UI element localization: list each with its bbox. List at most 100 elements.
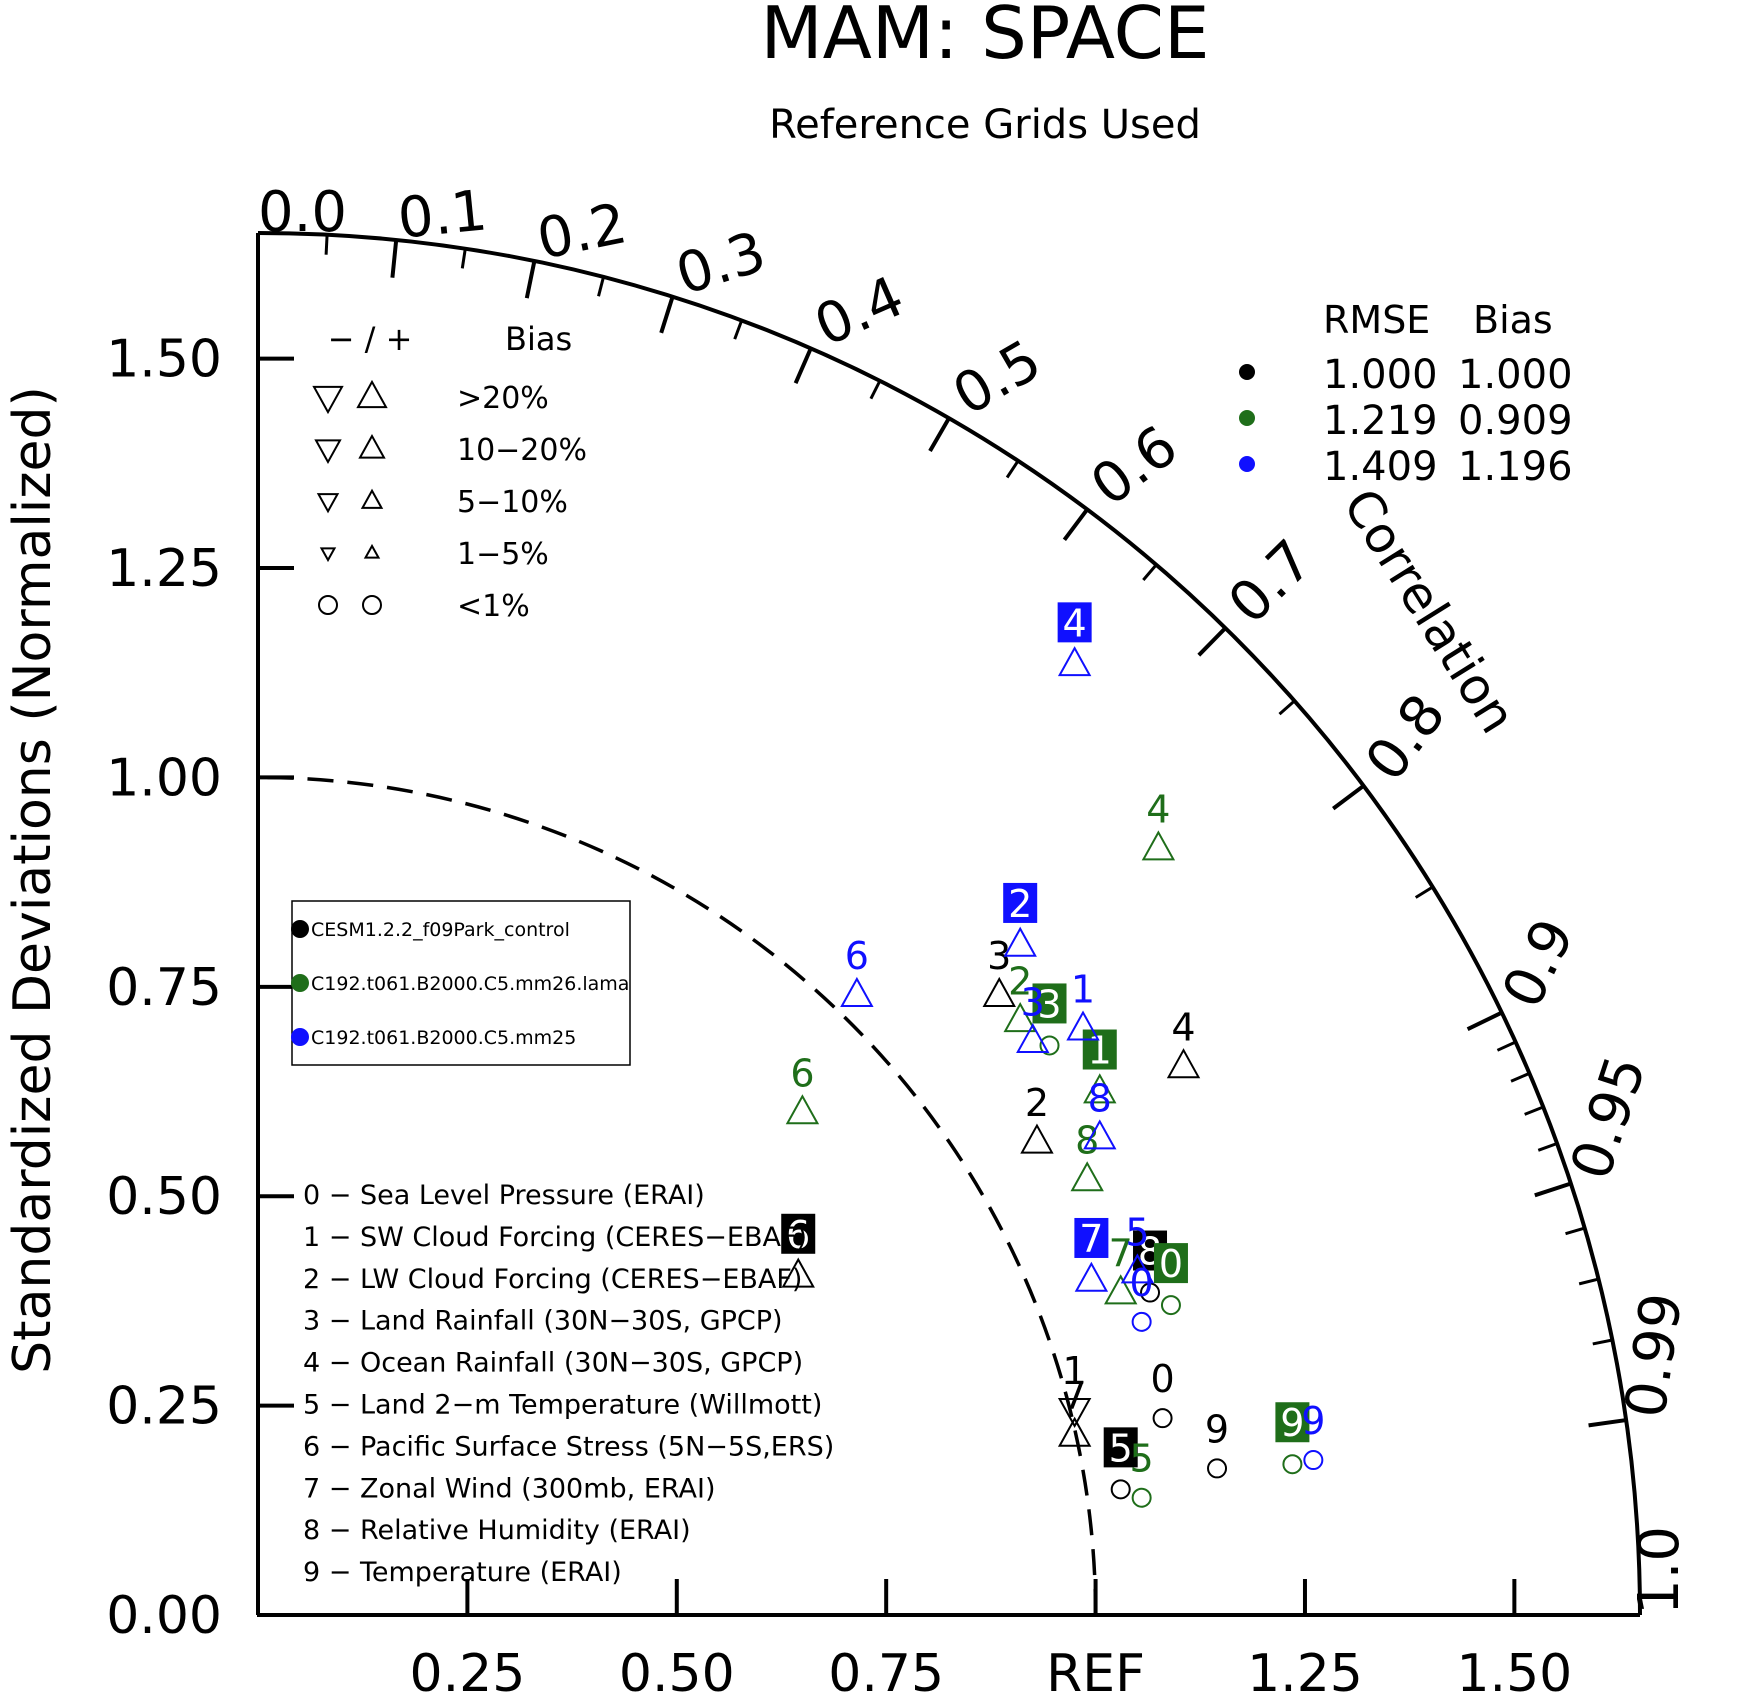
point-circle-marker	[1131, 1311, 1152, 1332]
model-legend-label: C192.t061.B2000.C5.mm25	[311, 1027, 576, 1049]
stats-header-rmse: RMSE	[1323, 298, 1430, 342]
point-up-triangle	[1057, 646, 1092, 677]
point-circle-marker	[1131, 1487, 1152, 1508]
data-point: 6	[781, 1213, 816, 1288]
bias-key-up-triangle	[360, 488, 384, 509]
corr-tick-label: 0.6	[1079, 414, 1189, 519]
stats-bias: 1.196	[1458, 444, 1573, 490]
point-up-triangle	[1003, 1002, 1037, 1033]
data-point: 5	[1130, 1437, 1154, 1508]
model-legend-dot	[291, 920, 309, 938]
point-label: 9	[1301, 1399, 1325, 1443]
variable-list-item: 6 − Pacific Surface Stress (5N−5S,ERS)	[303, 1431, 834, 1462]
variable-list-item: 5 − Land 2−m Temperature (Willmott)	[303, 1390, 822, 1421]
bias-key-header: − / +	[328, 320, 413, 358]
bias-key-row: 10−20%	[314, 433, 587, 468]
point-label: 1	[1088, 1029, 1112, 1073]
x-tick-label: 1.25	[1247, 1644, 1363, 1696]
point-label: 0	[1159, 1242, 1183, 1286]
bias-key-row: >20%	[312, 379, 549, 416]
data-point: 1	[1082, 1029, 1117, 1104]
y-tick-label: 0.25	[106, 1377, 222, 1437]
data-point: 5	[1103, 1426, 1138, 1500]
bias-key-row: 1−5%	[319, 537, 549, 572]
bias-key-label: >20%	[457, 381, 549, 416]
corr-minor-tick	[1496, 1040, 1517, 1052]
stats-dot	[1239, 456, 1255, 472]
bias-key-label: 5−10%	[457, 485, 568, 520]
bias-key-row: <1%	[318, 589, 530, 624]
corr-minor-tick	[1278, 699, 1296, 716]
point-circle-marker	[1152, 1408, 1173, 1429]
point-label: 8	[1075, 1118, 1099, 1162]
point-label: 8	[1088, 1077, 1112, 1121]
point-circle-marker	[1110, 1479, 1131, 1500]
corr-minor-tick	[1510, 1071, 1531, 1083]
corr-minor-tick	[597, 276, 605, 297]
point-label: 6	[845, 934, 869, 978]
corr-minor-tick	[733, 319, 744, 340]
point-label: 1	[1071, 968, 1095, 1012]
point-up-triangle	[1070, 1161, 1104, 1192]
bias-key-down-triangle	[319, 547, 337, 563]
variable-list-item: 4 − Ocean Rainfall (30N−30S, GPCP)	[303, 1348, 803, 1379]
point-label-box	[1074, 1217, 1109, 1258]
bias-key-label: 1−5%	[457, 537, 549, 572]
point-label-box	[781, 1213, 816, 1254]
point-up-triangle	[1083, 1119, 1117, 1150]
variable-list-item: 9 − Temperature (ERAI)	[303, 1557, 622, 1588]
chart-subtitle: Reference Grids Used	[769, 102, 1201, 148]
corr-tick-label: 0.0	[258, 180, 347, 245]
corr-tick	[1466, 1010, 1503, 1031]
corr-tick	[390, 239, 399, 278]
corr-minor-tick	[1524, 1105, 1544, 1116]
point-up-triangle	[1003, 926, 1037, 957]
point-up-triangle	[785, 1094, 820, 1125]
corr-minor-tick	[1005, 459, 1020, 479]
corr-minor-tick	[324, 234, 329, 255]
variable-list-item: 0 − Sea Level Pressure (ERAI)	[303, 1180, 705, 1211]
corr-tick-label: 0.99	[1613, 1289, 1695, 1422]
point-circle-marker	[1140, 1282, 1161, 1303]
point-up-triangle	[1104, 1274, 1138, 1305]
y-tick-label: 0.00	[106, 1586, 222, 1646]
data-point: 0	[1153, 1242, 1188, 1316]
point-label-box	[1057, 602, 1092, 643]
stats-row: 1.219 0.909	[1239, 398, 1573, 444]
point-up-triangle	[1141, 830, 1176, 861]
corr-minor-tick	[1142, 563, 1158, 581]
corr-tick-label: 0.4	[806, 264, 914, 359]
point-up-triangle	[1120, 1253, 1155, 1284]
data-point: 2	[1003, 959, 1037, 1033]
point-label: 5	[1130, 1437, 1154, 1481]
corr-tick-label: 0.5	[943, 328, 1053, 429]
corr-minor-tick	[869, 380, 882, 400]
corr-tick-label: 0.3	[669, 219, 773, 308]
point-label: 2	[1008, 882, 1032, 926]
point-label: 3	[1037, 982, 1061, 1026]
data-point: 2	[1003, 882, 1038, 957]
point-up-triangle	[1166, 1048, 1201, 1079]
data-point: 9	[1205, 1407, 1229, 1479]
variable-list-item: 2 − LW Cloud Forcing (CERES−EBAF)	[303, 1264, 802, 1295]
chart-title: MAM: SPACE	[761, 0, 1210, 75]
data-point: 0	[1130, 1261, 1154, 1332]
variable-list: 0 − Sea Level Pressure (ERAI) 1 − SW Clou…	[303, 1180, 834, 1588]
corr-tick	[524, 260, 537, 299]
bias-key-down-triangle	[316, 493, 340, 514]
reference-arc	[257, 775, 1098, 1616]
point-label-box	[1082, 1029, 1117, 1070]
corr-tick-label: 0.1	[395, 178, 490, 252]
corr-minor-tick	[1592, 1338, 1613, 1346]
x-tick-label: 1.50	[1456, 1644, 1572, 1696]
point-circle-marker	[1303, 1450, 1324, 1471]
point-label-box	[1103, 1427, 1138, 1468]
data-point: 9	[1275, 1401, 1310, 1475]
point-up-triangle	[1083, 1073, 1117, 1104]
x-tick-label: REF	[1046, 1644, 1145, 1696]
bias-key-label: 10−20%	[457, 433, 587, 468]
x-tick-label: 0.75	[828, 1644, 944, 1696]
stats-row: 1.409 1.196	[1239, 444, 1573, 490]
